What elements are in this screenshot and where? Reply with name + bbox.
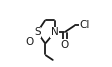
Text: Cl: Cl <box>80 20 90 30</box>
Text: O: O <box>61 40 69 50</box>
Text: O: O <box>25 37 33 47</box>
Text: N: N <box>51 27 59 37</box>
Text: S: S <box>34 27 41 37</box>
